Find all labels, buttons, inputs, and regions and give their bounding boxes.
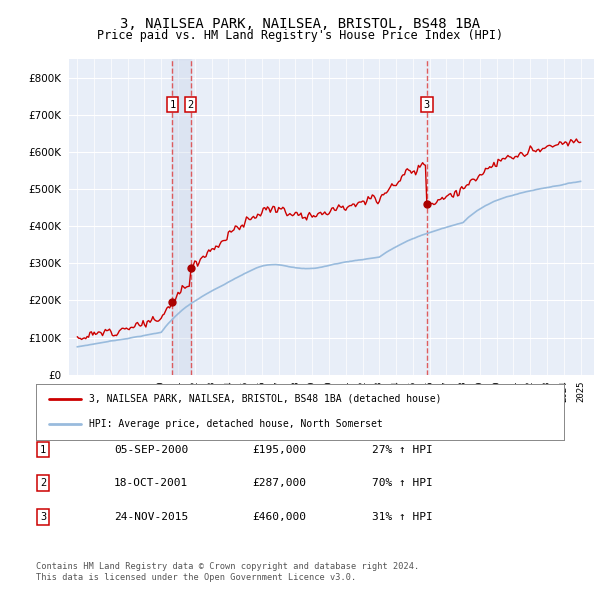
Text: This data is licensed under the Open Government Licence v3.0.: This data is licensed under the Open Gov… <box>36 572 356 582</box>
Text: 31% ↑ HPI: 31% ↑ HPI <box>372 512 433 522</box>
Text: 3: 3 <box>40 512 46 522</box>
Text: 2: 2 <box>40 478 46 488</box>
Text: 3: 3 <box>424 100 430 110</box>
Text: 70% ↑ HPI: 70% ↑ HPI <box>372 478 433 488</box>
Text: 1: 1 <box>40 445 46 454</box>
Text: 2: 2 <box>187 100 194 110</box>
Text: £195,000: £195,000 <box>252 445 306 454</box>
Text: 24-NOV-2015: 24-NOV-2015 <box>114 512 188 522</box>
Text: 1: 1 <box>169 100 176 110</box>
Text: Contains HM Land Registry data © Crown copyright and database right 2024.: Contains HM Land Registry data © Crown c… <box>36 562 419 571</box>
Text: 3, NAILSEA PARK, NAILSEA, BRISTOL, BS48 1BA: 3, NAILSEA PARK, NAILSEA, BRISTOL, BS48 … <box>120 17 480 31</box>
Text: £287,000: £287,000 <box>252 478 306 488</box>
Text: 05-SEP-2000: 05-SEP-2000 <box>114 445 188 454</box>
Text: HPI: Average price, detached house, North Somerset: HPI: Average price, detached house, Nort… <box>89 419 383 430</box>
Text: 27% ↑ HPI: 27% ↑ HPI <box>372 445 433 454</box>
Text: £460,000: £460,000 <box>252 512 306 522</box>
Text: Price paid vs. HM Land Registry's House Price Index (HPI): Price paid vs. HM Land Registry's House … <box>97 29 503 42</box>
Bar <box>172 59 191 375</box>
Text: 18-OCT-2001: 18-OCT-2001 <box>114 478 188 488</box>
Text: 3, NAILSEA PARK, NAILSEA, BRISTOL, BS48 1BA (detached house): 3, NAILSEA PARK, NAILSEA, BRISTOL, BS48 … <box>89 394 442 404</box>
